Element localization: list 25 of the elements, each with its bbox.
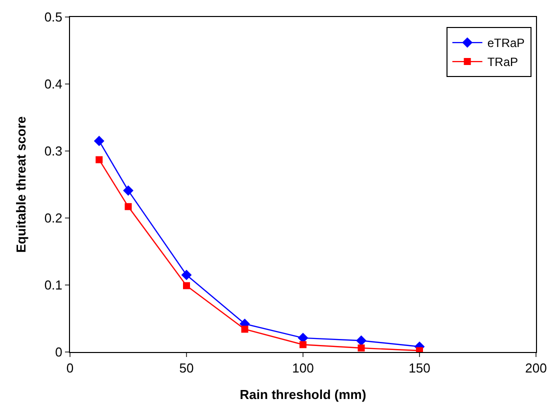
x-tick-label: 200 — [525, 360, 547, 376]
point — [181, 270, 192, 280]
point — [241, 326, 248, 333]
point — [124, 203, 132, 210]
point — [96, 156, 103, 164]
legend-label: eTRaP — [487, 36, 525, 50]
point — [183, 282, 190, 290]
point — [94, 136, 104, 146]
x-tick-label: 50 — [179, 360, 194, 376]
x-tick-label: 0 — [66, 360, 74, 376]
point — [123, 185, 134, 196]
legend-label: TRaP — [487, 55, 518, 70]
x-tick-label: 100 — [292, 360, 314, 376]
point — [358, 344, 365, 352]
y-tick-label: 0.4 — [44, 76, 62, 92]
y-tick-label: 0.5 — [44, 10, 62, 25]
point — [300, 341, 306, 348]
x-tick-label: 150 — [408, 360, 430, 376]
y-tick-label: 0.2 — [44, 210, 62, 226]
y-tick-label: 0 — [55, 344, 62, 360]
y-tick-label: 0.3 — [44, 144, 62, 159]
y-tick-label: 0.1 — [44, 278, 62, 293]
x-axis-title: Rain threshold (mm) — [240, 387, 366, 402]
y-axis-title: Equitable threat score — [13, 116, 28, 253]
point — [356, 335, 366, 346]
